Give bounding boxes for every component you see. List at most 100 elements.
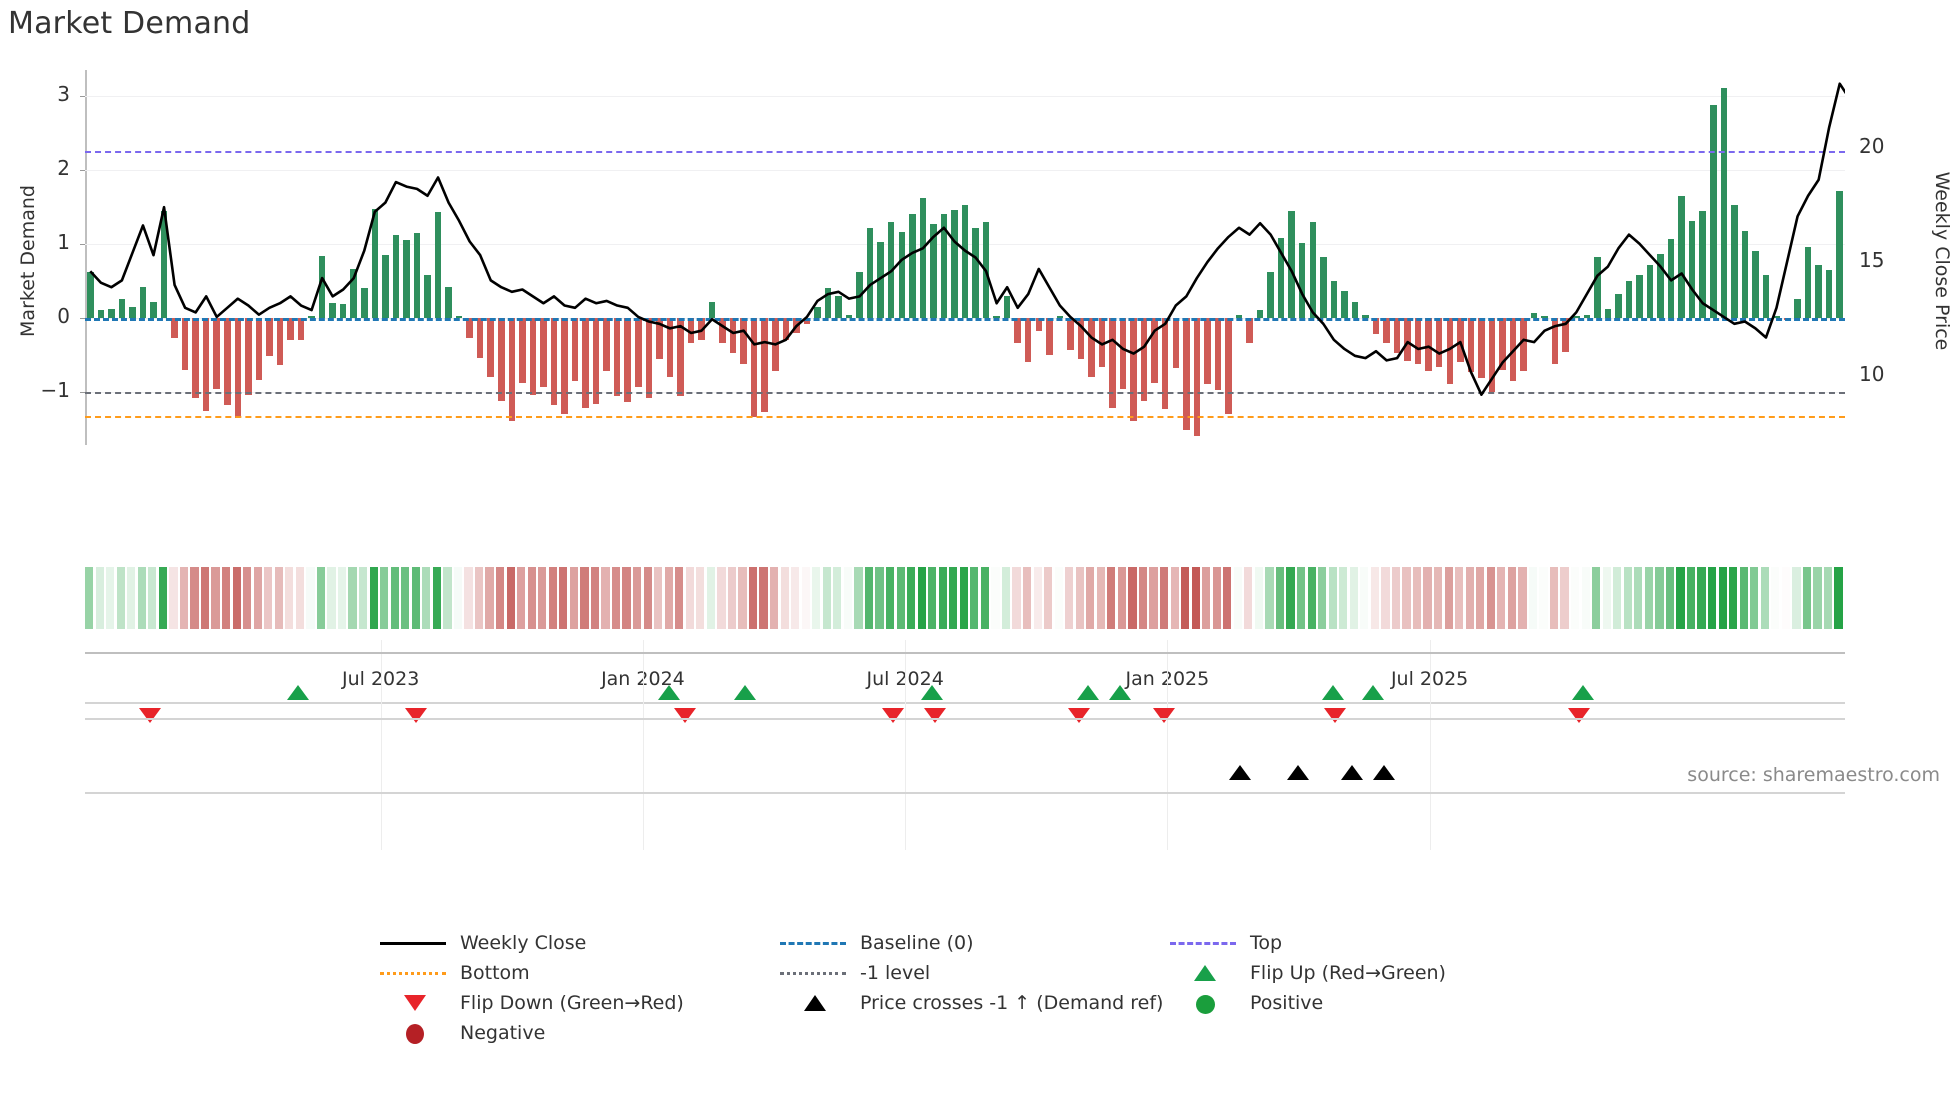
demand-bar-negative xyxy=(245,317,252,395)
demand-bar-negative xyxy=(1467,317,1475,373)
heat-cell xyxy=(369,567,378,629)
demand-bar-negative xyxy=(498,317,505,401)
x-tick-label: Jul 2024 xyxy=(866,668,944,690)
demand-bar-negative xyxy=(1393,317,1401,354)
heat-cell xyxy=(611,567,621,629)
gridline xyxy=(85,95,1845,97)
demand-bar-negative xyxy=(540,317,547,388)
heat-cell xyxy=(285,567,294,629)
heat-cell xyxy=(506,567,515,629)
legend-swatch-dot-gray-icon xyxy=(780,962,846,984)
demand-bar-negative xyxy=(571,317,579,382)
demand-bar-positive xyxy=(940,214,948,318)
heat-cell xyxy=(1181,567,1190,629)
price-cross-marker xyxy=(1341,765,1364,780)
demand-bar-negative xyxy=(1035,317,1043,332)
legend-item-bottom[interactable]: Bottom xyxy=(380,958,530,988)
tick-mark xyxy=(80,317,85,319)
legend-item-baseline[interactable]: Baseline (0) xyxy=(780,928,974,958)
heat-cell xyxy=(1739,567,1748,629)
demand-bar-positive xyxy=(1309,221,1317,318)
demand-bar-negative xyxy=(677,317,684,397)
legend-item-neg1[interactable]: -1 level xyxy=(780,958,930,988)
heat-cell xyxy=(1823,567,1833,629)
y-axis-right-label: Weekly Close Price xyxy=(1931,171,1953,351)
legend-item-flip-down[interactable]: Flip Down (Green→Red) xyxy=(380,988,684,1018)
panel-divider xyxy=(85,792,1845,794)
demand-bar-positive xyxy=(1362,314,1369,318)
y-tick-right: 15 xyxy=(1859,248,1885,273)
flip-up-marker xyxy=(1571,685,1594,700)
demand-bar-positive xyxy=(108,308,115,318)
demand-bar-negative xyxy=(592,317,600,404)
legend-item-price-cross[interactable]: Price crosses -1 ↑ (Demand ref) xyxy=(780,988,1163,1018)
heat-cell xyxy=(938,567,947,629)
demand-bar-positive xyxy=(919,197,927,318)
demand-bar-positive xyxy=(961,205,969,318)
demand-bar-positive xyxy=(1604,308,1612,318)
legend-glyph-icon xyxy=(1194,965,1216,981)
demand-bar-negative xyxy=(1151,317,1158,383)
legend-label: Weekly Close xyxy=(460,932,587,954)
demand-bar-positive xyxy=(139,286,147,318)
heat-cell xyxy=(1349,567,1358,629)
heat-cell xyxy=(833,567,842,629)
demand-bar-positive xyxy=(951,209,958,318)
heat-cell xyxy=(1581,567,1590,629)
legend-item-positive[interactable]: Positive xyxy=(1170,988,1323,1018)
heat-cell xyxy=(422,567,431,629)
demand-bar-positive xyxy=(1741,230,1749,318)
heat-cell xyxy=(1486,567,1495,629)
heat-cell xyxy=(1159,567,1169,629)
legend-item-top[interactable]: Top xyxy=(1170,928,1282,958)
legend-label: Top xyxy=(1250,932,1283,954)
heat-cell xyxy=(243,567,252,629)
gridline xyxy=(85,169,1845,171)
heat-cell xyxy=(1750,567,1759,629)
tick-mark xyxy=(80,169,85,171)
heat-cell xyxy=(401,567,410,629)
demand-bar-negative xyxy=(624,317,631,403)
heat-cell xyxy=(253,567,262,629)
heat-cell xyxy=(232,567,241,629)
heat-cell xyxy=(1412,567,1422,629)
legend-label: Price crosses -1 ↑ (Demand ref) xyxy=(860,992,1164,1014)
heat-cell xyxy=(137,567,146,629)
demand-bar-positive xyxy=(1794,298,1801,318)
legend-item-negative[interactable]: Negative xyxy=(380,1018,545,1048)
demand-bar-negative xyxy=(181,317,189,370)
heat-cell xyxy=(801,567,810,629)
heat-cell xyxy=(1044,567,1053,629)
demand-bar-positive xyxy=(1003,295,1011,318)
heat-cell xyxy=(1444,567,1453,629)
heat-cell xyxy=(1718,567,1727,629)
legend-label: Negative xyxy=(460,1022,546,1044)
weekly-close-line xyxy=(89,82,1845,397)
heat-cell xyxy=(1254,567,1264,629)
heat-cell xyxy=(854,567,863,629)
demand-bar-negative xyxy=(213,317,220,389)
heat-cell xyxy=(980,567,990,629)
flip-up-marker xyxy=(658,685,681,700)
demand-bar-positive xyxy=(87,271,94,318)
demand-bar-positive xyxy=(1615,294,1622,318)
legend-item-flip-up[interactable]: Flip Up (Red→Green) xyxy=(1170,958,1446,988)
heat-cell xyxy=(559,567,568,629)
heat-cell xyxy=(738,567,747,629)
demand-bar-negative xyxy=(1551,317,1559,364)
demand-bar-positive xyxy=(1731,205,1738,318)
flip-up-marker xyxy=(920,685,943,700)
heat-cell xyxy=(1528,567,1538,629)
heat-cell xyxy=(727,567,737,629)
heat-cell xyxy=(517,567,526,629)
heat-cell xyxy=(822,567,831,629)
legend-item-weekly-close[interactable]: Weekly Close xyxy=(380,928,586,958)
demand-bar-positive xyxy=(1825,270,1833,318)
demand-bar-negative xyxy=(1088,317,1095,377)
heat-cell xyxy=(1813,567,1822,629)
heat-cell xyxy=(316,567,326,629)
heat-cell xyxy=(780,567,789,629)
demand-bar-negative xyxy=(171,317,178,339)
heat-cell xyxy=(1001,567,1011,629)
demand-bar-negative xyxy=(1024,317,1032,363)
